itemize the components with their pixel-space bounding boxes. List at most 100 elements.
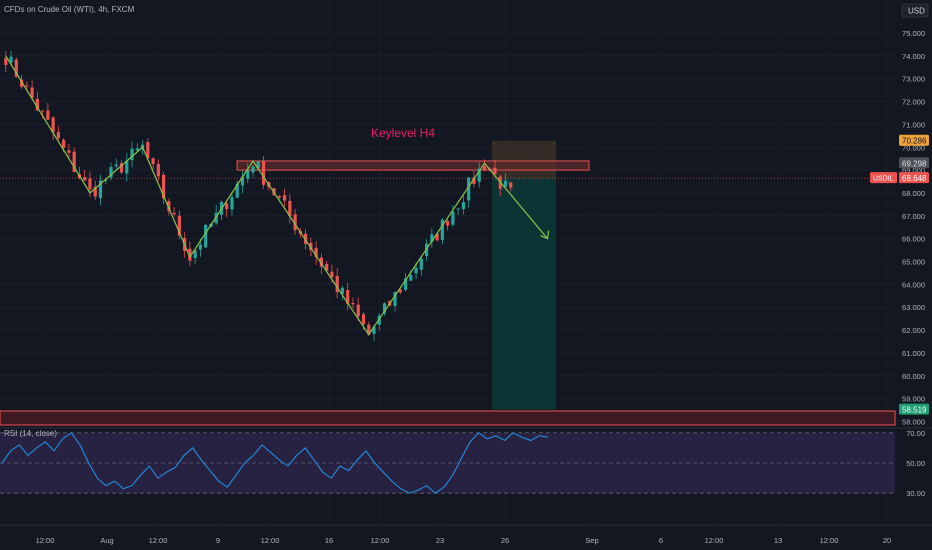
candle-body bbox=[93, 186, 97, 197]
candle-body bbox=[509, 182, 513, 188]
candle-body bbox=[83, 177, 87, 181]
time-tick-label: 26 bbox=[501, 536, 509, 545]
rsi-tick-label: 70.00 bbox=[906, 429, 925, 438]
rsi-indicator-label[interactable]: RSI (14, close) bbox=[4, 429, 57, 438]
candle-body bbox=[351, 303, 355, 305]
time-tick-label: 6 bbox=[659, 536, 663, 545]
candle-body bbox=[151, 158, 155, 165]
time-axis[interactable]: 12:00 Aug 12:00 9 12:00 16 12:00 23 26 Sep 6 12:00 1… bbox=[0, 524, 932, 545]
candle-body bbox=[482, 166, 487, 170]
rsi-tick-label: 50.00 bbox=[906, 459, 925, 468]
candle-body bbox=[56, 131, 60, 139]
price-axis[interactable]: 75.000 74.000 73.000 72.000 71.000 70.000 69.0… bbox=[902, 29, 925, 426]
candle-body bbox=[261, 160, 266, 185]
time-tick-label: 12:00 bbox=[261, 536, 280, 545]
price-tick-label: 65.000 bbox=[902, 258, 925, 267]
candle-body bbox=[67, 150, 71, 153]
candle-body bbox=[30, 87, 34, 99]
current-price-value: 68.648 bbox=[902, 174, 927, 183]
candle-body bbox=[330, 271, 334, 278]
candle-body bbox=[88, 178, 92, 190]
candle-body bbox=[240, 176, 245, 186]
candle-body bbox=[119, 163, 124, 173]
candle-body bbox=[46, 110, 50, 120]
price-tick-label: 61.000 bbox=[902, 349, 925, 358]
candle-body bbox=[41, 110, 45, 112]
candle-body bbox=[293, 214, 297, 231]
price-tags: 70.286 69.298 USDIL 68.648 58.519 bbox=[870, 134, 929, 415]
candle-body bbox=[372, 326, 376, 334]
price-tick-label: 66.000 bbox=[902, 235, 925, 244]
candle-body bbox=[503, 180, 508, 187]
candle-body bbox=[225, 203, 229, 210]
time-tick-label: 12:00 bbox=[705, 536, 724, 545]
candle-body bbox=[25, 85, 29, 87]
candle-body bbox=[98, 180, 103, 198]
position-target-zone bbox=[492, 140, 556, 179]
candle-body bbox=[382, 303, 387, 314]
candle-body bbox=[62, 139, 66, 148]
currency-button-label: USD bbox=[908, 7, 925, 16]
time-tick-label: Aug bbox=[100, 536, 113, 545]
price-tick-label: 75.000 bbox=[902, 29, 925, 38]
rsi-tick-label: 30.00 bbox=[906, 489, 925, 498]
candle-body bbox=[409, 275, 413, 281]
zigzag-pattern-line[interactable] bbox=[5, 55, 549, 336]
candle-body bbox=[346, 289, 350, 304]
candle-body bbox=[398, 289, 402, 293]
candle-body bbox=[188, 248, 192, 261]
keylevel-zone[interactable] bbox=[236, 160, 590, 171]
candle-body bbox=[288, 200, 292, 216]
keylevel-label: Keylevel H4 bbox=[371, 126, 435, 140]
candle-body bbox=[235, 183, 239, 198]
candle-body bbox=[72, 151, 76, 172]
candle-body bbox=[356, 304, 360, 317]
candle-body bbox=[104, 179, 108, 182]
candle-body bbox=[246, 170, 250, 179]
candle-body bbox=[446, 221, 450, 226]
high-price-value: 69.298 bbox=[902, 159, 927, 168]
candle-body bbox=[4, 58, 8, 65]
time-tick-label: 9 bbox=[216, 536, 220, 545]
price-tick-label: 63.000 bbox=[902, 303, 925, 312]
time-tick-label: 12:00 bbox=[820, 536, 839, 545]
target-price-value: 70.286 bbox=[902, 137, 927, 146]
candle-body bbox=[172, 212, 176, 215]
candle-body bbox=[125, 160, 129, 174]
time-tick-label: 20 bbox=[883, 536, 891, 545]
candle-body bbox=[430, 234, 434, 242]
candle-body bbox=[19, 79, 24, 87]
candle-body bbox=[156, 163, 160, 177]
candle-body bbox=[440, 219, 444, 240]
candle-body bbox=[419, 258, 423, 270]
candle-body bbox=[335, 275, 339, 293]
time-tick-label: 12:00 bbox=[371, 536, 390, 545]
candle-body bbox=[414, 267, 418, 274]
candle-body bbox=[130, 148, 134, 160]
candle-body bbox=[204, 224, 208, 248]
symbol-tag-label: USDIL bbox=[873, 176, 894, 183]
rsi-axis: 70.00 50.00 30.00 bbox=[906, 429, 925, 498]
currency-button[interactable] bbox=[901, 3, 929, 18]
candle-body bbox=[162, 174, 166, 199]
candle-body bbox=[277, 195, 281, 198]
candle-body bbox=[51, 117, 55, 133]
candle-body bbox=[472, 177, 476, 184]
stop-price-tag bbox=[899, 403, 929, 415]
time-tick-label: 12:00 bbox=[149, 536, 168, 545]
candle-body bbox=[251, 166, 255, 173]
price-tick-label: 70.000 bbox=[902, 143, 925, 152]
candle-body bbox=[198, 244, 203, 250]
candle-body bbox=[230, 197, 234, 210]
candle-body bbox=[193, 250, 197, 259]
candle-body bbox=[167, 201, 171, 212]
rsi-line bbox=[1, 432, 549, 494]
price-tick-label: 62.000 bbox=[902, 326, 925, 335]
chart-title: CFDs on Crude Oil (WTI), 4h, FXCM bbox=[4, 5, 135, 14]
price-tick-label: 58.000 bbox=[902, 417, 925, 426]
price-tick-label: 72.000 bbox=[902, 98, 925, 107]
candle-body bbox=[367, 324, 371, 335]
price-tick-label: 74.000 bbox=[902, 52, 925, 61]
position-profit-zone bbox=[492, 178, 556, 410]
